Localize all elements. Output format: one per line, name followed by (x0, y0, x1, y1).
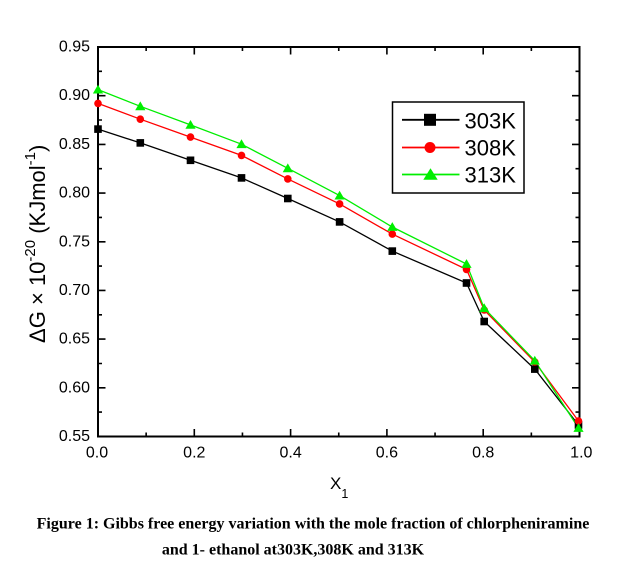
svg-text:0.75: 0.75 (59, 233, 90, 250)
svg-text:0.4: 0.4 (279, 445, 301, 462)
svg-text:ΔG × 10-20 (KJmol-1): ΔG × 10-20 (KJmol-1) (22, 145, 50, 343)
svg-text:0.0: 0.0 (86, 445, 108, 462)
svg-text:0.65: 0.65 (59, 331, 90, 348)
svg-text:and 1- ethanol at303K,308K and: and 1- ethanol at303K,308K and 313K (162, 542, 425, 559)
svg-text:1.0: 1.0 (570, 445, 592, 462)
svg-text:0.8: 0.8 (472, 445, 494, 462)
svg-text:0.90: 0.90 (59, 87, 90, 104)
svg-text:0.80: 0.80 (59, 185, 90, 202)
svg-text:Figure 1: Gibbs free energy va: Figure 1: Gibbs free energy variation wi… (37, 516, 590, 533)
svg-text:0.95: 0.95 (59, 39, 90, 56)
svg-text:308K: 308K (465, 136, 517, 161)
svg-text:0.2: 0.2 (183, 445, 205, 462)
svg-text:0.60: 0.60 (59, 379, 90, 396)
svg-text:313K: 313K (465, 163, 517, 188)
svg-text:0.6: 0.6 (376, 445, 398, 462)
svg-text:0.85: 0.85 (59, 136, 90, 153)
svg-text:0.70: 0.70 (59, 282, 90, 299)
svg-text:0.55: 0.55 (59, 428, 90, 445)
svg-text:303K: 303K (465, 108, 517, 133)
